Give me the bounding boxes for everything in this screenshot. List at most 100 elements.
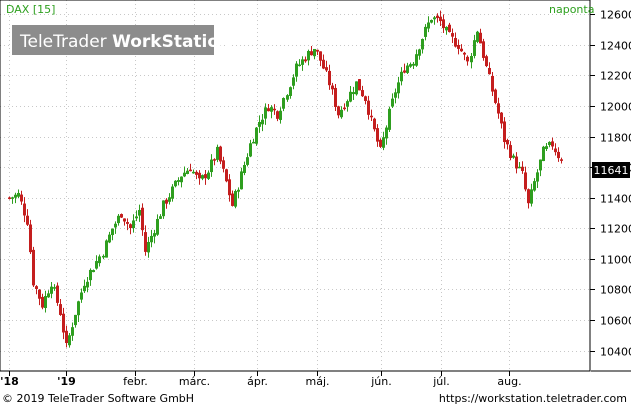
candle-body bbox=[258, 121, 261, 127]
candle-body bbox=[95, 261, 98, 269]
candle-body bbox=[292, 77, 295, 86]
candle-body bbox=[252, 141, 255, 144]
candle-body bbox=[240, 171, 243, 190]
candle-body bbox=[554, 148, 557, 153]
candle-body bbox=[35, 286, 38, 289]
svg-text:TeleTrader WorkStation: TeleTrader WorkStation bbox=[19, 32, 231, 52]
period-label: naponta bbox=[549, 3, 594, 16]
candle-body bbox=[466, 56, 469, 62]
candle-body bbox=[307, 50, 310, 61]
candle-body bbox=[376, 128, 379, 142]
candle-body bbox=[273, 108, 276, 111]
candle-body bbox=[524, 172, 527, 190]
candle-body bbox=[542, 146, 545, 162]
candle-body bbox=[120, 214, 123, 218]
candle-body bbox=[485, 56, 488, 67]
candle-body bbox=[74, 314, 77, 326]
candle-body bbox=[494, 89, 497, 103]
candle-body bbox=[62, 313, 65, 333]
candle-body bbox=[319, 51, 322, 61]
candle-body bbox=[177, 180, 180, 182]
candle-body bbox=[138, 209, 141, 216]
x-axis: '18 '19 febr. márc. ápr. máj. jún. júl. aug. bbox=[0, 371, 522, 388]
last-price-marker: 11641 bbox=[592, 162, 630, 178]
candle-body bbox=[132, 220, 135, 229]
candle-body bbox=[334, 87, 337, 107]
x-tick-label: júl. bbox=[432, 375, 450, 388]
candle-body bbox=[264, 107, 267, 119]
candle-body bbox=[388, 108, 391, 130]
candle-body bbox=[83, 285, 86, 292]
watermark-box: TeleTrader WorkStation bbox=[12, 25, 231, 55]
candle-body bbox=[20, 194, 23, 202]
x-tick-label: febr. bbox=[123, 375, 148, 388]
candle-body bbox=[50, 286, 53, 294]
candle-body bbox=[141, 207, 144, 231]
x-tick-label: jún. bbox=[370, 375, 392, 388]
candle-body bbox=[102, 255, 105, 258]
candle-body bbox=[231, 193, 234, 206]
candle-body bbox=[463, 52, 466, 55]
candle-body bbox=[400, 71, 403, 82]
footer: © 2019 TeleTrader Software GmbH https://… bbox=[0, 390, 631, 408]
candle-body bbox=[316, 49, 319, 52]
candle-body bbox=[32, 249, 35, 286]
candle-body bbox=[503, 121, 506, 143]
candle-body bbox=[135, 216, 138, 219]
candle-body bbox=[515, 156, 518, 169]
candle-body bbox=[409, 64, 412, 67]
candle-body bbox=[560, 159, 563, 161]
candle-body bbox=[424, 26, 427, 37]
candle-body bbox=[17, 192, 20, 197]
candle-body bbox=[249, 143, 252, 157]
y-tick-label: 10800 bbox=[600, 284, 631, 297]
candle-body bbox=[108, 234, 111, 243]
candle-body bbox=[539, 159, 542, 171]
candle-body bbox=[162, 200, 165, 217]
x-tick-label: '18 bbox=[0, 375, 19, 388]
x-tick-label: márc. bbox=[179, 375, 210, 388]
candle-body bbox=[512, 155, 515, 158]
candle-body bbox=[470, 56, 473, 63]
candle-body bbox=[92, 270, 95, 273]
y-tick-label: 12400 bbox=[600, 40, 631, 53]
candle-body bbox=[328, 70, 331, 86]
candle-body bbox=[156, 218, 159, 235]
candle-body bbox=[331, 85, 334, 90]
footer-url-link[interactable]: https://workstation.teletrader.com bbox=[438, 392, 627, 405]
candle-body bbox=[246, 157, 249, 165]
candle-body bbox=[439, 16, 442, 22]
candle-body bbox=[225, 169, 228, 182]
candle-body bbox=[545, 146, 548, 149]
candle-body bbox=[415, 54, 418, 66]
candle-body bbox=[165, 199, 168, 204]
candle-body bbox=[189, 169, 192, 172]
candle-body bbox=[183, 172, 186, 177]
candle-body bbox=[460, 48, 463, 52]
candle-body bbox=[476, 31, 479, 42]
y-tick-label: 12200 bbox=[600, 70, 631, 83]
candle-body bbox=[77, 301, 80, 316]
candle-body bbox=[243, 165, 246, 174]
candle-body bbox=[346, 101, 349, 107]
candle-body bbox=[488, 67, 491, 75]
candle-body bbox=[337, 106, 340, 116]
candle-body bbox=[370, 115, 373, 118]
candle-body bbox=[295, 63, 298, 77]
candle-body bbox=[213, 159, 216, 161]
candle-body bbox=[38, 289, 41, 299]
plot-border bbox=[0, 0, 591, 372]
last-price-label: 11641 bbox=[594, 164, 629, 177]
candle-body bbox=[385, 127, 388, 139]
candle-body bbox=[129, 224, 132, 229]
candle-body bbox=[123, 218, 126, 222]
candle-body bbox=[451, 33, 454, 37]
candle-body bbox=[403, 70, 406, 73]
candle-body bbox=[11, 197, 14, 199]
candle-body bbox=[418, 49, 421, 56]
candle-body bbox=[340, 109, 343, 118]
candle-body bbox=[445, 26, 448, 31]
candle-body bbox=[237, 189, 240, 192]
candle-body bbox=[192, 171, 195, 174]
